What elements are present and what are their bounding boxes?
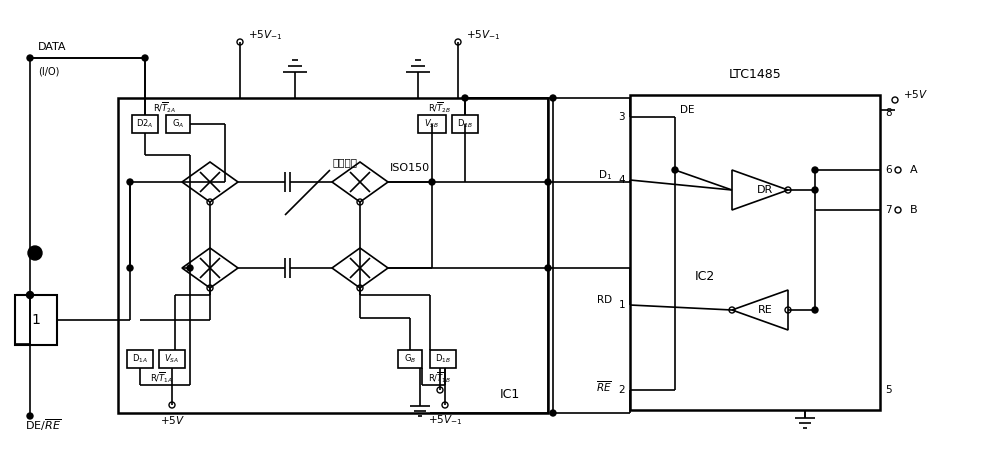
Circle shape	[545, 179, 551, 185]
Bar	[430, 350, 456, 368]
Text: 隔离载体: 隔离载体	[333, 157, 358, 167]
Text: 2: 2	[619, 385, 625, 395]
Text: IC1: IC1	[499, 388, 520, 401]
Circle shape	[142, 55, 148, 61]
Circle shape	[545, 265, 551, 271]
Text: 3: 3	[619, 112, 625, 122]
Text: D$_{2B}$: D$_{2B}$	[457, 118, 473, 130]
Circle shape	[27, 413, 33, 419]
Bar	[452, 115, 478, 133]
Text: 7: 7	[885, 205, 891, 215]
Text: R/$\overline{T}_{2B}$: R/$\overline{T}_{2B}$	[428, 101, 452, 115]
Bar	[418, 115, 446, 133]
Text: B: B	[910, 205, 918, 215]
Text: $+5V_{-1}$: $+5V_{-1}$	[248, 28, 283, 42]
Text: $+5V_{-1}$: $+5V_{-1}$	[427, 413, 462, 427]
Text: D2$_A$: D2$_A$	[136, 118, 154, 130]
Text: 4: 4	[619, 175, 625, 185]
Circle shape	[812, 307, 818, 313]
Bar	[118, 98, 548, 413]
Circle shape	[127, 179, 133, 185]
Bar	[132, 115, 158, 133]
Text: 8: 8	[885, 108, 891, 118]
Text: D$_{1B}$: D$_{1B}$	[435, 353, 451, 365]
Text: $V_{SA}$: $V_{SA}$	[164, 353, 179, 365]
Text: LTC1485: LTC1485	[729, 69, 781, 81]
Text: A: A	[910, 165, 918, 175]
Circle shape	[127, 265, 133, 271]
Text: 1: 1	[619, 300, 625, 310]
Circle shape	[462, 95, 468, 101]
Circle shape	[27, 55, 33, 61]
Text: G$_A$: G$_A$	[172, 118, 184, 130]
Text: ISO150: ISO150	[390, 163, 430, 173]
Circle shape	[28, 246, 42, 260]
Circle shape	[812, 167, 818, 173]
Text: DE: DE	[680, 105, 694, 115]
Bar	[159, 350, 185, 368]
Text: R/$\overline{T}_{1A}$: R/$\overline{T}_{1A}$	[151, 371, 173, 385]
Text: (I/O): (I/O)	[38, 67, 59, 77]
Text: $+5V$: $+5V$	[903, 88, 928, 100]
Text: $V_{SB}$: $V_{SB}$	[425, 118, 439, 130]
Text: $\overline{RE}$: $\overline{RE}$	[596, 380, 612, 394]
Text: IC2: IC2	[694, 270, 715, 283]
Text: R/$\overline{T}_{2A}$: R/$\overline{T}_{2A}$	[154, 101, 176, 115]
Text: 6: 6	[885, 165, 891, 175]
Text: D$_1$: D$_1$	[598, 168, 612, 182]
Text: R/$\overline{T}_{1B}$: R/$\overline{T}_{1B}$	[428, 371, 452, 385]
Text: $+5V$: $+5V$	[160, 414, 184, 426]
Circle shape	[550, 95, 556, 101]
Bar	[166, 115, 190, 133]
Bar	[15, 295, 57, 345]
Text: 1: 1	[32, 313, 40, 327]
Text: DE/$\overline{RE}$: DE/$\overline{RE}$	[25, 417, 61, 433]
Bar	[630, 95, 880, 410]
Circle shape	[187, 265, 193, 271]
Text: 5: 5	[885, 385, 891, 395]
Text: DR: DR	[756, 185, 773, 195]
Text: D$_{1A}$: D$_{1A}$	[132, 353, 148, 365]
Text: $+5V_{-1}$: $+5V_{-1}$	[466, 28, 500, 42]
Text: RE: RE	[757, 305, 772, 315]
Bar	[127, 350, 153, 368]
Text: RD: RD	[597, 295, 612, 305]
Circle shape	[812, 187, 818, 193]
Circle shape	[429, 179, 435, 185]
Text: DATA: DATA	[38, 42, 67, 52]
Text: G$_B$: G$_B$	[404, 353, 416, 365]
Circle shape	[672, 167, 678, 173]
Circle shape	[27, 292, 33, 299]
Bar	[398, 350, 422, 368]
Circle shape	[550, 410, 556, 416]
